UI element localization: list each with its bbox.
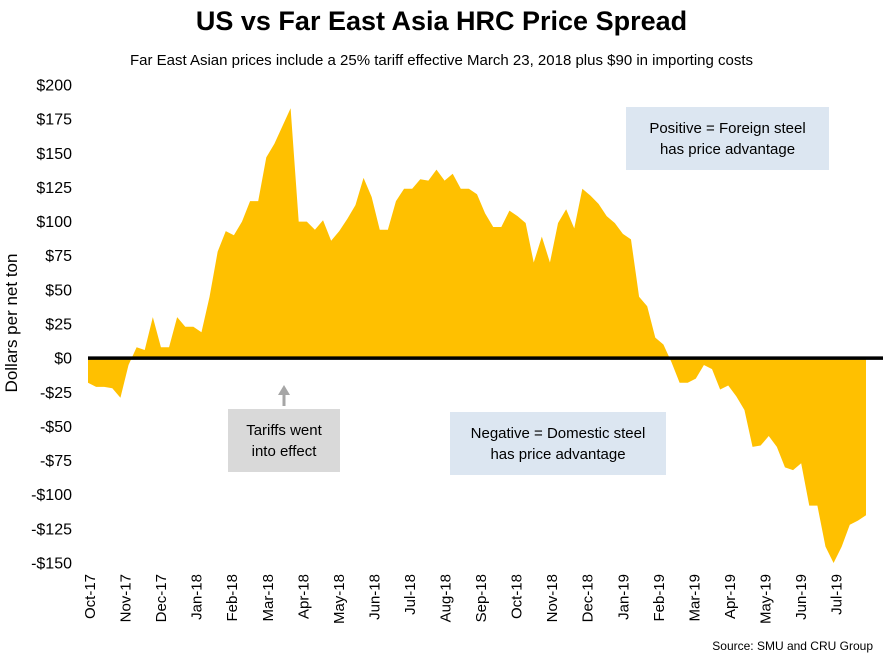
y-tick-label: $175 — [36, 112, 72, 129]
x-tick-label: Mar-19 — [686, 574, 703, 622]
y-tick-label: $0 — [54, 351, 72, 368]
x-tick-label: Nov-17 — [118, 574, 135, 622]
spread-area — [88, 108, 866, 563]
x-tick-label: Mar-18 — [260, 574, 277, 622]
negative-callout: Negative = Domestic steel has price adva… — [450, 412, 666, 475]
x-tick-label: Aug-18 — [438, 574, 455, 622]
positive-callout-text: Positive = Foreign steel has price advan… — [649, 119, 806, 158]
y-tick-label: $150 — [36, 146, 72, 163]
x-tick-label: Dec-18 — [580, 574, 597, 622]
x-tick-label: Sep-18 — [473, 574, 490, 622]
y-tick-label: $200 — [36, 78, 72, 95]
y-tick-label: -$25 — [40, 385, 72, 402]
y-tick-label: -$100 — [31, 487, 72, 504]
y-tick-label: $50 — [45, 282, 72, 299]
tariff-callout-text: Tariffs went into effect — [246, 421, 322, 460]
source-note: Source: SMU and CRU Group — [712, 639, 873, 653]
y-tick-label: $25 — [45, 317, 72, 334]
y-tick-label: $75 — [45, 248, 72, 265]
x-tick-label: May-18 — [331, 574, 348, 624]
y-tick-label: $125 — [36, 180, 72, 197]
x-tick-label: Dec-17 — [153, 574, 170, 622]
x-tick-label: Nov-18 — [544, 574, 561, 622]
x-tick-label: Jun-19 — [793, 574, 810, 620]
positive-callout: Positive = Foreign steel has price advan… — [626, 107, 829, 170]
chart-title: US vs Far East Asia HRC Price Spread — [195, 6, 688, 36]
x-tick-label: Jul-19 — [829, 574, 846, 615]
y-tick-label: -$75 — [40, 453, 72, 470]
x-tick-label: May-19 — [757, 574, 774, 624]
x-tick-label: Apr-18 — [295, 574, 312, 619]
x-tick-label: Jan-18 — [189, 574, 206, 620]
tariff-arrow-head — [278, 385, 290, 395]
x-tick-label: Jan-19 — [615, 574, 632, 620]
tariff-callout: Tariffs went into effect — [228, 409, 340, 472]
x-tick-label: Oct-18 — [509, 574, 526, 619]
x-tick-label: Oct-17 — [82, 574, 99, 619]
y-tick-label: -$50 — [40, 419, 72, 436]
x-tick-label: Apr-19 — [722, 574, 739, 619]
x-tick-label: Jul-18 — [402, 574, 419, 615]
chart-subtitle: Far East Asian prices include a 25% tari… — [129, 52, 754, 69]
x-tick-label: Jun-18 — [366, 574, 383, 620]
x-tick-label: Feb-19 — [651, 574, 668, 622]
x-tick-label: Feb-18 — [224, 574, 241, 622]
negative-callout-text: Negative = Domestic steel has price adva… — [470, 424, 646, 463]
y-tick-label: -$125 — [31, 521, 72, 538]
y-tick-label: -$150 — [31, 556, 72, 573]
y-tick-label: $100 — [36, 214, 72, 231]
